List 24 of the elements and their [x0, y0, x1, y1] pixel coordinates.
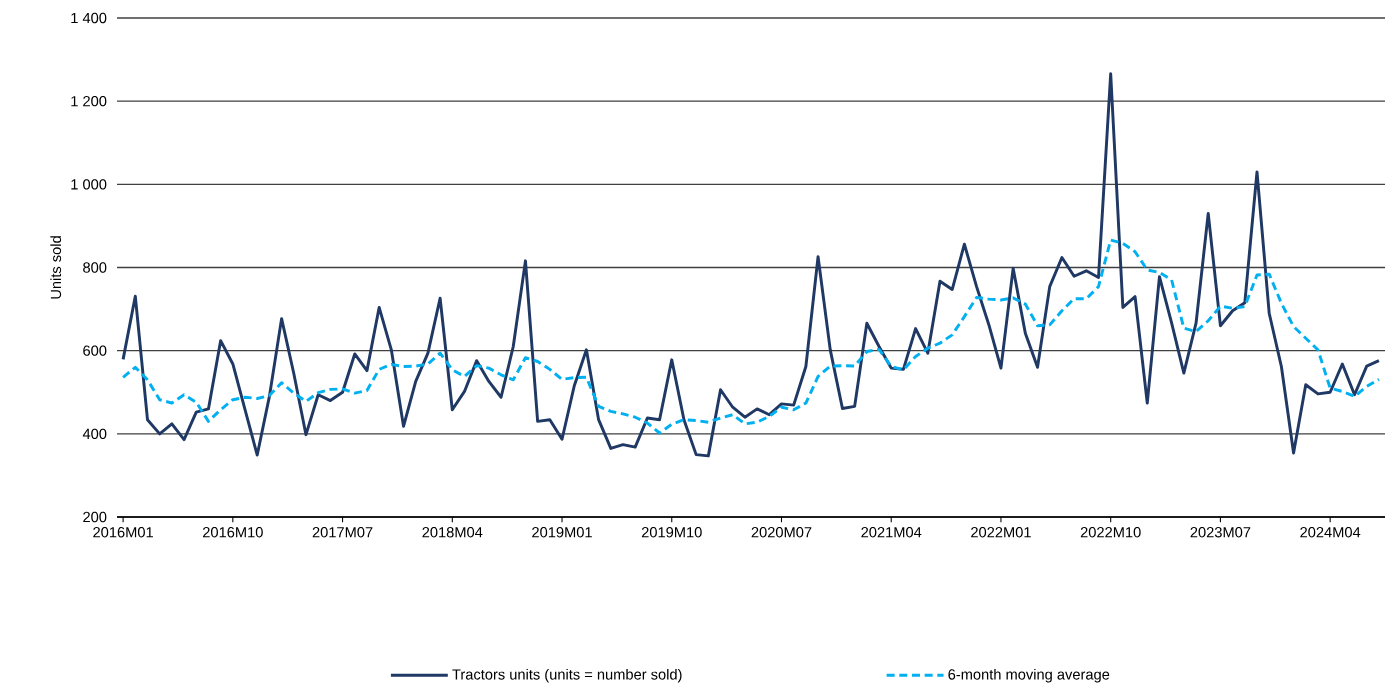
x-tick-label: 2017M07 — [312, 527, 373, 538]
line-series — [121, 238, 1381, 435]
x-tick-label: 2016M10 — [202, 527, 263, 538]
y-tick-label: 600 — [83, 345, 107, 356]
x-tick-label: 2016M01 — [93, 527, 153, 538]
y-tick-label: 1 000 — [71, 179, 107, 190]
x-tick-label: 2020M07 — [751, 527, 812, 538]
x-tick-label: 2023M07 — [1190, 527, 1251, 538]
y-tick-label: 1 400 — [71, 12, 107, 24]
x-tick-label: 2019M01 — [532, 527, 592, 538]
y-tick-label: 200 — [83, 511, 107, 523]
x-tick-label: 2018M04 — [422, 527, 483, 538]
x-tick-label: 2021M04 — [861, 527, 922, 538]
y-tick-label: 800 — [83, 262, 107, 273]
line-series — [121, 72, 1381, 458]
x-tick-label: 2019M10 — [641, 527, 702, 538]
x-tick-label: 2022M10 — [1080, 527, 1141, 538]
y-axis-title: Units sold — [50, 236, 62, 299]
legend-label: 6-month moving average — [948, 668, 1110, 683]
x-tick-label: 2022M01 — [971, 527, 1031, 538]
y-tick-label: 1 200 — [71, 95, 107, 107]
x-tick-label: 2024M04 — [1300, 527, 1361, 538]
legend-label: Tractors units (units = number sold) — [452, 668, 682, 683]
y-tick-label: 400 — [82, 428, 107, 440]
